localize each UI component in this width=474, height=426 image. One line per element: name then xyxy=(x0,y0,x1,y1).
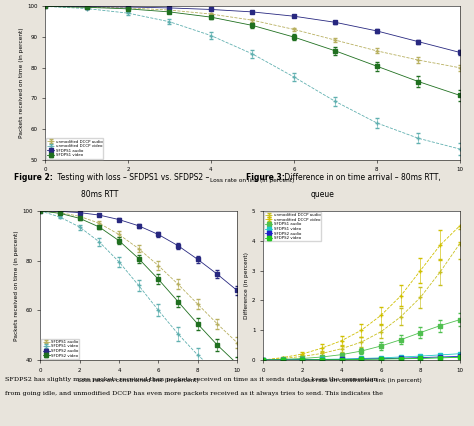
Legend: unmodified DCCP audio, unmodified DCCP video, SFDPS1 audio, SFDPS1 video, SFDPS2: unmodified DCCP audio, unmodified DCCP v… xyxy=(264,212,321,241)
Y-axis label: Packets received on time (in percent): Packets received on time (in percent) xyxy=(14,230,19,341)
X-axis label: Loss rate on link (in percent): Loss rate on link (in percent) xyxy=(210,178,295,183)
Text: queue: queue xyxy=(310,190,334,199)
X-axis label: Loss rate on constrained link (in percent): Loss rate on constrained link (in percen… xyxy=(78,378,199,383)
Legend: SFDPS1 audio, SFDPS1 video, SFDPS2 audio, SFDPS2 video: SFDPS1 audio, SFDPS1 video, SFDPS2 audio… xyxy=(41,339,79,359)
Text: from going idle, and unmodified DCCP has even more packets received as it always: from going idle, and unmodified DCCP has… xyxy=(5,391,383,396)
Y-axis label: Packets received on time (in percent): Packets received on time (in percent) xyxy=(19,28,24,138)
Text: SFDPS2 has slightly more packets received than packets received on time as it se: SFDPS2 has slightly more packets receive… xyxy=(5,377,377,382)
Text: Figure 2:: Figure 2: xyxy=(14,173,53,181)
X-axis label: Loss rate on constrained link (in percent): Loss rate on constrained link (in percen… xyxy=(301,378,422,383)
Legend: unmodified DCCP audio, unmodified DCCP video, SFDPS1 audio, SFDPS1 video: unmodified DCCP audio, unmodified DCCP v… xyxy=(46,138,103,158)
Y-axis label: Difference (in percent): Difference (in percent) xyxy=(244,252,249,319)
Text: Difference in on time arrival – 80ms RTT,: Difference in on time arrival – 80ms RTT… xyxy=(282,173,441,181)
Text: Figure 3:: Figure 3: xyxy=(246,173,285,181)
Text: Testing with loss – SFDPS1 vs. SFDPS2 –: Testing with loss – SFDPS1 vs. SFDPS2 – xyxy=(55,173,209,181)
Text: 80ms RTT: 80ms RTT xyxy=(81,190,118,199)
